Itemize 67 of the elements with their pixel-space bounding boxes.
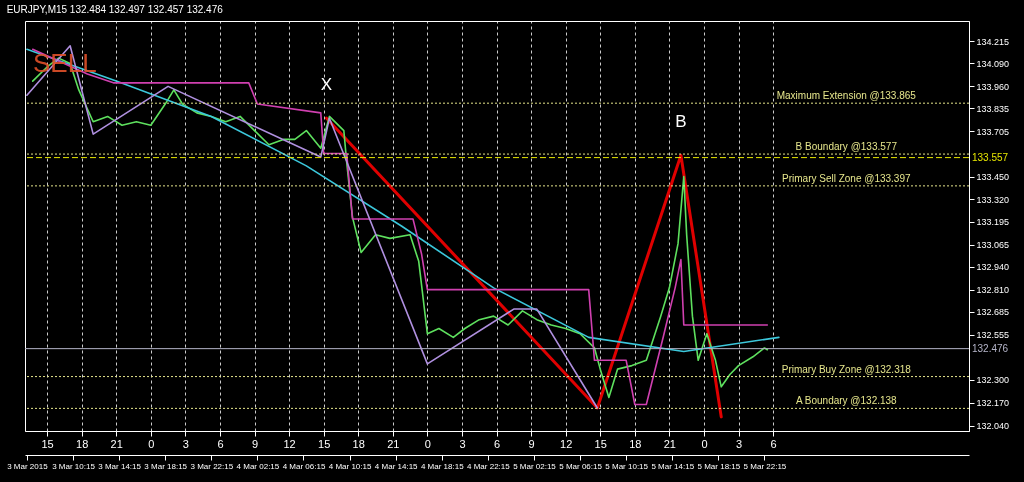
y-tick-label: 133.320 [976,194,1010,205]
x2-tick-label: 15 [594,437,607,450]
x-tick-label: 4 Mar 22:15 [467,461,511,471]
x2-tick-label: 18 [629,437,642,450]
ref-line-label: 133.557 [972,151,1009,163]
x-tick-label: 4 Mar 14:15 [374,461,419,471]
x-tick-label: 4 Mar 18:15 [420,461,465,471]
y-tick-label: 133.835 [976,103,1010,114]
x2-tick-label: 12 [283,437,296,450]
x-tick-label: 3 Mar 2015 [7,461,49,471]
y-tick-label: 132.300 [976,375,1010,386]
y-tick-label: 133.195 [976,217,1010,228]
x-tick-label: 3 Mar 14:15 [98,461,142,471]
y-tick-label: 132.810 [976,285,1010,296]
x-tick-label: 3 Mar 10:15 [52,461,96,471]
ref-line-label: Primary Sell Zone @133.397 [782,172,911,184]
x-tick-label: 4 Mar 06:15 [282,461,326,471]
y-tick-label: 132.940 [976,262,1010,273]
x2-tick-label: 9 [528,437,535,450]
annotation: B [675,112,687,132]
chart-title: EURJPY,M15 132.484 132.497 132.457 132.476 [6,3,224,15]
x2-tick-label: 0 [148,437,155,450]
ref-line-label: 132.476 [972,342,1009,354]
x-tick-label: 5 Mar 06:15 [559,461,603,471]
x2-tick-label: 3 [735,437,743,450]
x-tick-label: 3 Mar 18:15 [144,461,188,471]
line-series [26,44,599,409]
x2-tick-label: 0 [701,437,708,450]
x2-tick-label: 6 [493,437,501,450]
y-tick-label: 132.040 [976,421,1010,432]
ref-line-label: Primary Buy Zone @132.318 [781,363,912,375]
x2-tick-label: 6 [770,437,777,450]
x-tick-label: 5 Mar 10:15 [605,461,649,471]
y-tick-label: 133.065 [976,240,1010,251]
x2-tick-label: 18 [76,437,89,450]
x2-tick-label: 21 [663,437,676,450]
y-tick-label: 133.450 [976,172,1010,183]
y-tick-label: 132.555 [976,330,1010,341]
x2-tick-label: 21 [110,437,123,450]
x-tick-label: 5 Mar 22:15 [743,461,787,471]
y-tick-label: 134.090 [976,58,1010,69]
x-tick-label: 4 Mar 10:15 [328,461,372,471]
x-tick-label: 5 Mar 02:15 [513,461,557,471]
x-tick-label: 5 Mar 18:15 [697,461,741,471]
x2-tick-label: 18 [352,437,365,450]
annotation: X [320,75,333,95]
x2-tick-label: 15 [41,437,54,450]
ref-line-label: B Boundary @133.577 [795,141,898,153]
x2-tick-label: 3 [459,437,466,450]
y-tick-label: 132.685 [976,307,1010,318]
ref-line-label: A Boundary @132.138 [795,395,898,407]
x2-tick-label: 3 [182,437,189,450]
x2-tick-label: 15 [318,437,331,450]
y-tick-label: 132.170 [976,398,1010,409]
y-tick-label: 133.705 [976,126,1010,137]
x2-tick-label: 21 [387,437,400,450]
x2-tick-label: 9 [251,437,259,450]
x-tick-label: 5 Mar 14:15 [651,461,695,471]
x2-tick-label: 6 [217,437,224,450]
line-series [325,116,723,419]
x2-tick-label: 0 [424,437,431,450]
x-tick-label: 4 Mar 02:15 [236,461,280,471]
x2-tick-label: 12 [560,437,573,450]
y-tick-label: 133.960 [976,81,1010,92]
x-tick-label: 3 Mar 22:15 [190,461,234,471]
y-tick-label: 134.215 [976,36,1010,47]
ref-line-label: Maximum Extension @133.865 [776,90,917,102]
